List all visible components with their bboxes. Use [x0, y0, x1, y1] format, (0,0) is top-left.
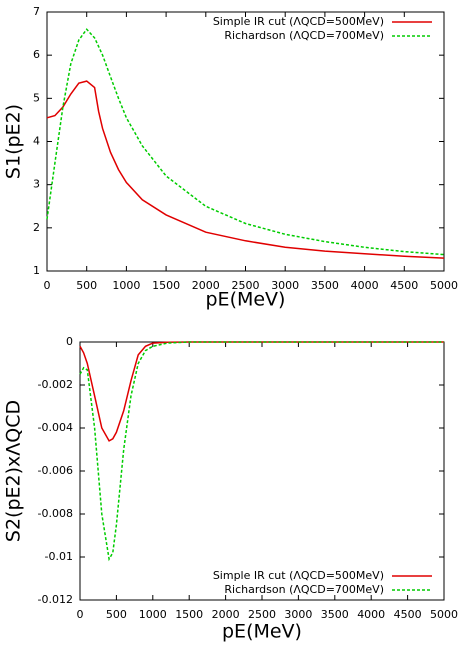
y-tick-label: -0.008: [38, 507, 73, 520]
legend-label: Richardson (ΛQCD=700MeV): [224, 29, 384, 42]
x-tick-label: 3000: [284, 608, 312, 621]
x-axis-label: pE(MeV): [206, 289, 286, 311]
y-tick-label: -0.012: [38, 593, 73, 606]
y-tick-label: 7: [33, 5, 40, 18]
y-tick-label: 5: [33, 91, 40, 104]
series-line: [79, 341, 444, 562]
x-tick-label: 5000: [430, 608, 458, 621]
y-tick-label: 2: [33, 221, 40, 234]
x-tick-label: 500: [106, 608, 127, 621]
x-tick-label: 4000: [351, 279, 379, 292]
x-tick-label: 3500: [321, 608, 349, 621]
y-tick-label: -0.006: [38, 464, 73, 477]
x-tick-label: 1000: [112, 279, 140, 292]
x-tick-label: 0: [77, 608, 84, 621]
x-tick-label: 2500: [248, 608, 276, 621]
plot-frame: [46, 11, 445, 272]
y-tick-label: -0.002: [38, 378, 73, 391]
legend-label: Simple IR cut (ΛQCD=500MeV): [213, 569, 384, 582]
y-tick-label: 0: [66, 335, 73, 348]
x-tick-label: 2000: [192, 279, 220, 292]
x-tick-label: 1000: [139, 608, 167, 621]
y-tick-label: 1: [33, 264, 40, 277]
y-tick-label: -0.004: [38, 421, 73, 434]
y-tick-label: -0.01: [45, 550, 73, 563]
legend-label: Richardson (ΛQCD=700MeV): [224, 583, 384, 596]
x-tick-label: 4500: [394, 608, 422, 621]
series-line: [46, 80, 445, 259]
x-tick-label: 3500: [311, 279, 339, 292]
x-tick-label: 4000: [357, 608, 385, 621]
x-tick-label: 500: [76, 279, 97, 292]
x-axis-label: pE(MeV): [222, 621, 302, 643]
x-tick-label: 2000: [212, 608, 240, 621]
legend-label: Simple IR cut (ΛQCD=500MeV): [213, 15, 384, 28]
y-tick-label: 4: [33, 135, 40, 148]
plot-frame: [79, 341, 445, 601]
y-tick-label: 6: [33, 48, 40, 61]
x-tick-label: 0: [44, 279, 51, 292]
x-tick-label: 4500: [390, 279, 418, 292]
x-tick-label: 3000: [271, 279, 299, 292]
x-tick-label: 1500: [152, 279, 180, 292]
series-line: [79, 341, 444, 442]
y-tick-label: 3: [33, 178, 40, 191]
series-line: [46, 28, 445, 256]
y-axis-label: S1(pE2): [3, 104, 25, 179]
x-tick-label: 1500: [175, 608, 203, 621]
x-tick-label: 2500: [232, 279, 260, 292]
x-tick-label: 5000: [430, 279, 458, 292]
y-axis-label: S2(pE2)xΛQCD: [3, 400, 25, 542]
